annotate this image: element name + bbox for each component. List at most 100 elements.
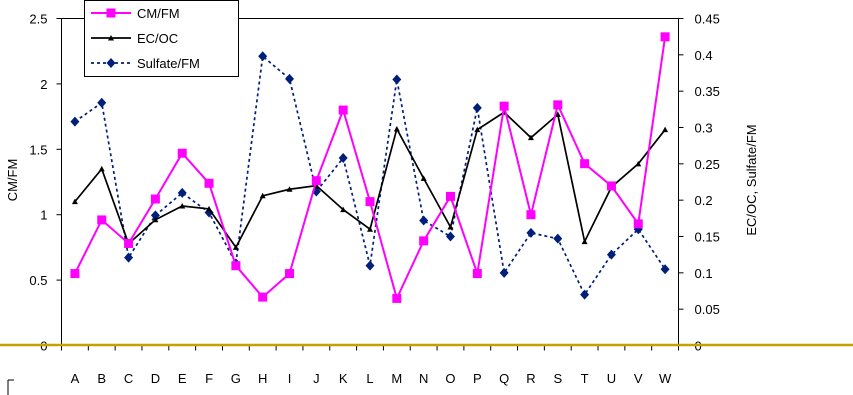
data-point xyxy=(392,293,402,303)
series-layer xyxy=(70,32,670,303)
x-tick-label: U xyxy=(607,371,616,386)
data-point xyxy=(499,267,509,278)
data-point xyxy=(419,236,429,246)
x-tick-label: N xyxy=(419,371,428,386)
data-point xyxy=(635,160,642,167)
data-point xyxy=(419,215,429,226)
data-point xyxy=(258,51,268,62)
data-point xyxy=(660,32,670,42)
data-point xyxy=(526,227,536,238)
data-point xyxy=(340,206,347,213)
data-point xyxy=(152,216,159,223)
x-tick-label: B xyxy=(97,371,106,386)
legend-label: CM/FM xyxy=(137,6,180,21)
data-point xyxy=(526,210,536,220)
left-tick-label: 1 xyxy=(40,208,47,223)
data-point xyxy=(606,181,616,191)
data-point xyxy=(70,269,80,279)
x-tick-label: P xyxy=(473,371,482,386)
legend-item: Sulfate/FM xyxy=(91,56,200,71)
data-point xyxy=(365,197,375,207)
series-cm-fm xyxy=(70,32,670,303)
data-point xyxy=(553,233,563,244)
right-tick-label: 0.1 xyxy=(695,266,713,281)
data-point xyxy=(71,198,78,205)
data-point xyxy=(420,175,427,181)
data-point xyxy=(204,178,214,188)
x-tick-label: V xyxy=(634,371,643,386)
data-point xyxy=(447,224,454,230)
x-tick-label: R xyxy=(526,371,535,386)
data-point xyxy=(580,289,590,300)
x-tick-label: E xyxy=(178,371,187,386)
x-tick-label: F xyxy=(205,371,213,386)
data-point xyxy=(232,244,239,250)
x-tick-label: D xyxy=(151,371,160,386)
right-tick-label: 0.3 xyxy=(695,121,713,136)
data-point xyxy=(633,219,643,229)
data-point xyxy=(286,186,293,192)
data-point xyxy=(338,153,348,164)
data-point xyxy=(124,252,134,263)
x-tick-label: S xyxy=(553,371,562,386)
x-tick-label: L xyxy=(366,371,373,386)
x-tick-label: O xyxy=(445,371,455,386)
data-point xyxy=(472,269,482,279)
left-axis-ticks: 00.511.522.5 xyxy=(29,12,62,354)
x-tick-label: M xyxy=(391,371,402,386)
right-tick-label: 0.15 xyxy=(695,230,720,245)
data-point xyxy=(258,292,268,302)
right-axis-title: EC/OC, Sulfate/FM xyxy=(744,124,759,235)
data-point xyxy=(285,269,295,279)
legend: CM/FM EC/OC Sulfate/FM xyxy=(84,0,239,77)
data-point xyxy=(554,111,561,117)
legend-item: CM/FM xyxy=(91,6,180,21)
left-tick-label: 2.5 xyxy=(29,12,47,27)
legend-item: EC/OC xyxy=(91,31,178,46)
right-tick-label: 0.35 xyxy=(695,84,720,99)
data-point xyxy=(581,238,588,245)
right-tick-label: 0.25 xyxy=(695,157,720,172)
data-point xyxy=(177,148,187,158)
right-tick-label: 0.05 xyxy=(695,302,720,317)
data-point xyxy=(231,261,241,271)
data-point xyxy=(472,102,482,113)
left-tick-label: 1.5 xyxy=(29,142,47,157)
legend-swatch-marker xyxy=(106,58,116,68)
data-point xyxy=(660,264,670,275)
data-point xyxy=(311,176,321,186)
data-point xyxy=(580,159,590,169)
x-axis-ticks: A B C D E F G H I J K L M N O P Q R S T U V W xyxy=(61,345,679,386)
data-point xyxy=(177,187,187,198)
x-tick-label: Q xyxy=(499,371,509,386)
data-point xyxy=(365,260,375,271)
data-point xyxy=(445,191,455,201)
legend-label: Sulfate/FM xyxy=(137,56,200,71)
data-point xyxy=(206,205,213,212)
data-point xyxy=(662,126,669,133)
data-point xyxy=(392,74,402,85)
legend-swatch-marker xyxy=(108,35,114,41)
data-point xyxy=(98,165,105,172)
left-tick-label: 0.5 xyxy=(29,273,47,288)
x-tick-label: T xyxy=(581,371,589,386)
data-point xyxy=(338,105,348,115)
x-tick-label: W xyxy=(659,371,672,386)
data-point xyxy=(124,238,134,248)
data-point xyxy=(259,192,266,199)
data-point xyxy=(179,202,186,209)
data-point xyxy=(393,125,400,132)
x-tick-label: C xyxy=(124,371,133,386)
data-point xyxy=(445,231,455,242)
data-point xyxy=(606,249,616,260)
data-point xyxy=(285,73,295,84)
data-point xyxy=(499,101,509,111)
series-sulfate-fm xyxy=(70,51,670,300)
left-axis-title: CM/FM xyxy=(5,159,20,202)
right-tick-label: 0.45 xyxy=(695,12,720,27)
x-tick-label: I xyxy=(288,371,292,386)
right-axis-ticks: 00.050.10.150.20.250.30.350.40.45 xyxy=(678,12,720,354)
right-tick-label: 0.2 xyxy=(695,193,713,208)
x-tick-label: K xyxy=(339,371,348,386)
